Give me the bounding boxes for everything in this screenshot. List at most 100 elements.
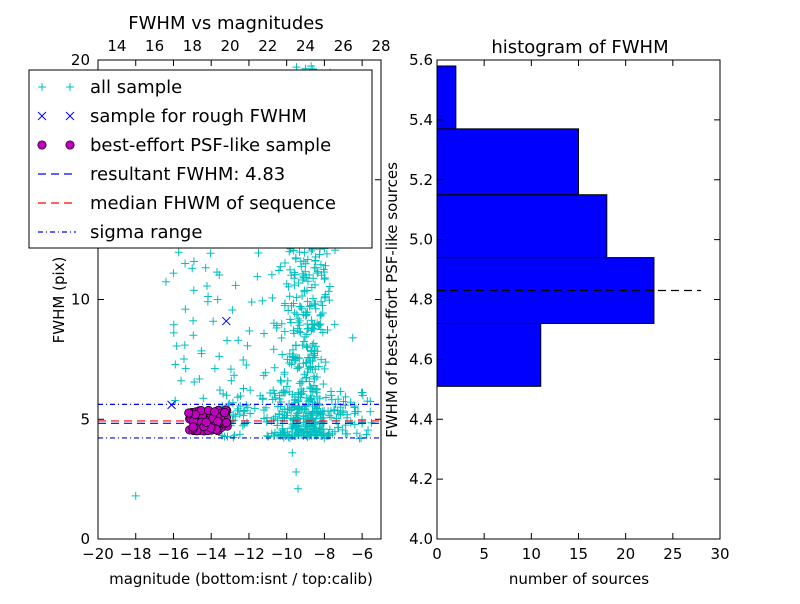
- all-sample-point: [290, 274, 299, 283]
- all-sample-point: [303, 427, 312, 436]
- all-sample-point: [230, 371, 239, 380]
- legend-entry: best-effort PSF-like sample: [37, 135, 331, 156]
- all-sample-point: [316, 311, 325, 320]
- all-sample-point: [325, 296, 334, 305]
- all-sample-point: [318, 328, 327, 337]
- all-sample-point: [271, 412, 280, 421]
- all-sample-point: [277, 377, 286, 386]
- all-sample-point: [297, 384, 306, 393]
- all-sample-point: [285, 292, 294, 301]
- all-sample-point: [297, 262, 306, 271]
- rough-sample-point: [167, 400, 176, 410]
- x-tick-label: −18: [120, 545, 152, 563]
- all-sample-point: [327, 395, 336, 404]
- all-sample-point: [330, 320, 339, 329]
- all-sample-point: [298, 341, 307, 350]
- all-sample-point: [285, 247, 294, 256]
- all-sample-point: [305, 302, 314, 311]
- all-sample-point: [318, 409, 327, 418]
- all-sample-point: [306, 383, 315, 392]
- y-tick-label: 5.4: [409, 111, 433, 129]
- all-sample-point: [212, 268, 221, 277]
- all-sample-point: [357, 388, 366, 397]
- all-sample-point: [309, 294, 318, 303]
- all-sample-point: [311, 353, 320, 362]
- all-sample-point: [189, 316, 198, 325]
- all-sample-point: [223, 336, 232, 345]
- all-sample-point: [283, 404, 292, 413]
- all-sample-point: [239, 355, 248, 364]
- all-sample-point: [298, 292, 307, 301]
- all-sample-point: [302, 401, 311, 410]
- legend-entry: median FHWM of sequence: [38, 193, 336, 214]
- legend-label: all sample: [90, 77, 182, 98]
- all-sample-point: [268, 293, 277, 302]
- all-sample-point: [188, 264, 197, 273]
- all-sample-point: [223, 432, 232, 441]
- all-sample-point: [277, 333, 286, 342]
- all-sample-point: [234, 336, 243, 345]
- scatter-legend: all sample sample for rough FWHM best-effo…: [28, 69, 373, 249]
- all-sample-point: [327, 391, 336, 400]
- y-tick-label: 5.0: [409, 231, 433, 249]
- all-sample-point: [250, 404, 259, 413]
- all-sample-point: [287, 360, 296, 369]
- legend-entry: sigma range: [38, 222, 202, 243]
- all-sample-point: [246, 409, 255, 418]
- all-sample-point: [310, 346, 319, 355]
- all-sample-point: [310, 424, 319, 433]
- all-sample-point: [303, 277, 312, 286]
- all-sample-point: [279, 386, 288, 395]
- best-effort-point: [210, 407, 220, 417]
- all-sample-point: [270, 389, 279, 398]
- all-sample-point: [270, 363, 279, 372]
- all-sample-point: [364, 426, 373, 435]
- all-sample-point: [321, 261, 330, 270]
- all-sample-point: [334, 395, 343, 404]
- all-sample-point: [363, 397, 372, 406]
- all-sample-point: [296, 302, 305, 311]
- all-sample-point: [333, 423, 342, 432]
- scatter-title: FWHM vs magnitudes: [128, 13, 323, 34]
- all-sample-point: [226, 365, 235, 374]
- all-sample-point: [306, 357, 315, 366]
- all-sample-point: [273, 430, 282, 439]
- all-sample-point: [303, 319, 312, 328]
- all-sample-point: [303, 297, 312, 306]
- all-sample-point: [275, 410, 284, 419]
- all-sample-point: [307, 316, 316, 325]
- x-tick-label: −16: [158, 545, 190, 563]
- all-sample-point: [311, 304, 320, 313]
- all-sample-point: [281, 258, 290, 267]
- all-sample-point: [297, 389, 306, 398]
- all-sample-point: [273, 421, 282, 430]
- all-sample-point: [298, 269, 307, 278]
- all-sample-point: [300, 248, 309, 257]
- all-sample-point: [325, 282, 334, 291]
- all-sample-point: [366, 407, 375, 416]
- best-effort-point: [221, 418, 231, 428]
- all-sample-point: [289, 345, 298, 354]
- all-sample-point: [312, 373, 321, 382]
- all-sample-point: [300, 370, 309, 379]
- all-sample-point: [307, 428, 316, 437]
- all-sample-point: [242, 360, 251, 369]
- all-sample-point: [278, 424, 287, 433]
- all-sample-point: [339, 397, 348, 406]
- all-sample-point: [324, 407, 333, 416]
- histogram-y-ticks: 4.0 4.2 4.4 4.6 4.8 5.0 5.2 5.4 5.6: [409, 51, 720, 548]
- best-effort-point: [220, 408, 230, 418]
- all-sample-point: [291, 253, 300, 262]
- legend-box: [28, 69, 373, 249]
- all-sample-point: [317, 310, 326, 319]
- y-tick-label: 10: [71, 291, 90, 309]
- scatter-panel: FWHM vs magnitudes −20 −18 −16 −14 −12 −10 −8−…: [28, 13, 391, 588]
- y-tick-label: 5: [80, 410, 90, 428]
- all-sample-point: [362, 430, 371, 439]
- all-sample-point: [215, 385, 224, 394]
- x-tick-label: −20: [82, 545, 114, 563]
- legend-marker-plus: [66, 83, 74, 91]
- all-sample-point: [210, 364, 219, 373]
- histogram-title: histogram of FWHM: [491, 37, 668, 58]
